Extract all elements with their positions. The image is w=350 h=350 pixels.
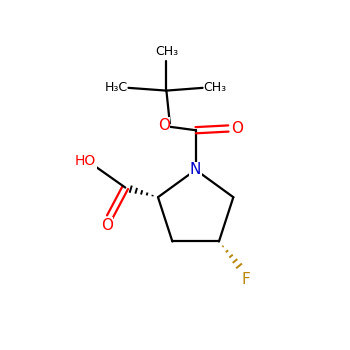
Text: CH₃: CH₃ xyxy=(155,45,178,58)
Text: F: F xyxy=(241,272,250,287)
Text: O: O xyxy=(101,218,113,233)
Text: O: O xyxy=(158,118,170,133)
Text: CH₃: CH₃ xyxy=(203,81,226,94)
Text: O: O xyxy=(231,121,243,136)
Text: H₃C: H₃C xyxy=(105,81,128,94)
Text: N: N xyxy=(190,162,201,177)
Text: HO: HO xyxy=(75,154,96,168)
